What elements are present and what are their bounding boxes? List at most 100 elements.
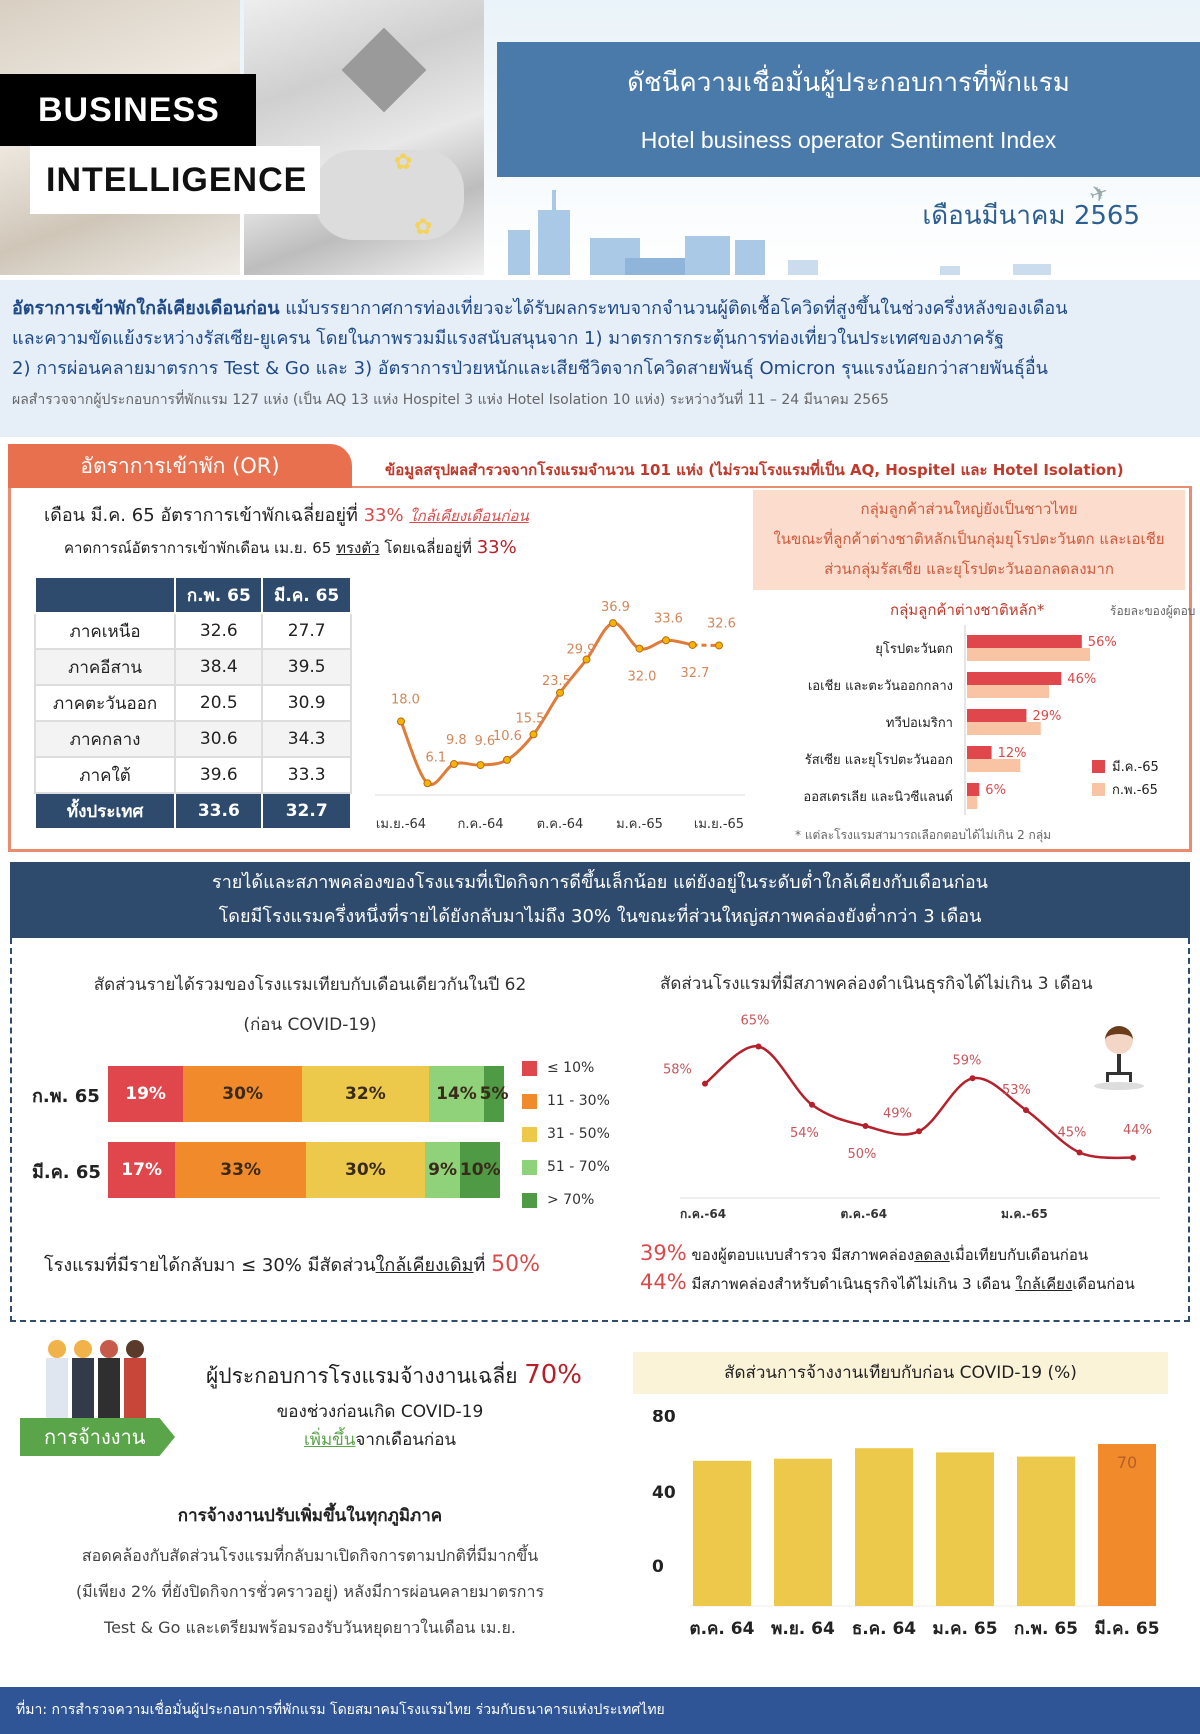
business-badge: BUSINESS [0,74,256,146]
table-row: ภาคใต้ 39.6 33.3 [33,756,352,794]
legend-item: 51 - 70% [522,1159,610,1175]
note-mid: ที่ [473,1255,492,1276]
stacked-bar-segment: 30% [305,1142,425,1198]
svg-text:6.1: 6.1 [426,750,447,765]
svg-text:46%: 46% [1067,672,1096,687]
svg-text:29%: 29% [1032,709,1061,724]
liquidity-chart-title: สัดส่วนโรงแรมที่มีสภาพคล่องดำเนินธุรกิจไ… [660,974,1093,994]
legend-label: > 70% [547,1192,595,1208]
forecast-mid: โดยเฉลี่ยอยู่ที่ [379,539,477,557]
legend-item: ≤ 10% [522,1060,594,1076]
note-underline: ใกล้เคียงเดิม [375,1255,474,1276]
svg-text:ก.พ. 65: ก.พ. 65 [1014,1619,1078,1639]
legend-swatch [522,1192,537,1208]
svg-text:6%: 6% [985,783,1006,798]
hotel-staff-illustration [44,1340,154,1425]
svg-text:ม.ค. 65: ม.ค. 65 [932,1619,997,1639]
stacked-bar-segment: 30% [183,1066,303,1122]
liquidity-note-1: 39% ของผู้ตอบแบบสำรวจ มีสภาพคล่องลดลงเมื… [640,1240,1135,1269]
svg-text:40: 40 [652,1483,676,1503]
summary-line-2: และความขัดแย้งระหว่างรัสเซีย-ยูเครน โดยใ… [12,328,1005,349]
employment-tag: การจ้างงาน [20,1418,175,1456]
table-header-row: ก.พ. 65 มี.ค. 65 [33,576,352,614]
table-cell: 39.5 [261,648,352,686]
svg-text:มี.ค.-65: มี.ค.-65 [1112,759,1159,775]
svg-text:59%: 59% [953,1053,982,1068]
svg-text:44%: 44% [1123,1123,1152,1138]
svg-text:เม.ย.-64: เม.ย.-64 [376,817,426,832]
svg-text:ทวีปอเมริกา: ทวีปอเมริกา [886,715,953,731]
foreign-chart-footnote: * แต่ละโรงแรมสามารถเลือกตอบได้ไม่เกิน 2 … [795,828,1052,842]
table-cell: 32.7 [261,792,352,830]
svg-text:ออสเตรเลีย และนิวซีแลนด์: ออสเตรเลีย และนิวซีแลนด์ [803,789,953,805]
svg-text:36.9: 36.9 [601,600,630,615]
svg-text:ก.พ.-65: ก.พ.-65 [1112,783,1158,798]
title-english: Hotel business operator Sentiment Index [640,127,1057,153]
note-text: ของผู้ตอบแบบสำรวจ มีสภาพคล่อง [686,1246,915,1264]
summary-panel: อัตราการเข้าพักใกล้เคียงเดือนก่อน แม้บรร… [0,280,1200,437]
svg-text:32.6: 32.6 [707,616,736,631]
svg-text:80: 80 [652,1410,676,1427]
table-cell: ทั้งประเทศ [33,792,177,830]
body-line: Test & Go และเตรียมพร้อมรองรับวันหยุดยาว… [104,1618,516,1637]
revenue-header: รายได้และสภาพคล่องของโรงแรมที่เปิดกิจการ… [10,862,1190,938]
stacked-bar-segment: 32% [302,1066,429,1122]
svg-text:ยุโรปตะวันตก: ยุโรปตะวันตก [875,641,953,657]
svg-text:70: 70 [1117,1453,1137,1472]
svg-text:9.8: 9.8 [446,733,467,748]
table-header [33,576,177,614]
svg-text:49%: 49% [883,1106,912,1121]
svg-text:10.6: 10.6 [493,729,522,744]
note-underline: ลดลง [914,1246,950,1264]
svg-text:56%: 56% [1088,635,1117,650]
headline-value: 70% [524,1360,582,1390]
stacked-bar-segment: 10% [460,1142,501,1198]
summary-line-1: อัตราการเข้าพักใกล้เคียงเดือนก่อน แม้บรร… [12,294,1188,324]
stacked-bar-segment: 19% [108,1066,184,1122]
revenue-header-line: รายได้และสภาพคล่องของโรงแรมที่เปิดกิจการ… [212,872,988,893]
revenue-header-line: โดยมีโรงแรมครึ่งหนึ่งที่รายได้ยังกลับมาไ… [218,906,982,927]
table-cell: ภาคอีสาน [33,648,177,686]
forecast-trend: ทรงตัว [336,539,380,557]
employment-chart-title: สัดส่วนการจ้างงานเทียบกับก่อน COVID-19 (… [633,1352,1168,1394]
svg-text:33.6: 33.6 [654,611,683,626]
svg-text:ต.ค.-64: ต.ค.-64 [537,817,584,832]
note-pct: 44% [640,1270,687,1294]
legend-swatch [522,1126,537,1142]
occupancy-subtitle: ข้อมูลสรุปผลสำรวจจากโรงแรมจำนวน 101 แห่ง… [385,461,1124,479]
table-cell: 34.3 [261,720,352,758]
legend-swatch [522,1060,537,1076]
stacked-bar-segment: 17% [108,1142,176,1198]
employment-body-title: การจ้างงานปรับเพิ่มขึ้นในทุกภูมิภาค [177,1506,443,1526]
svg-text:ก.ค.-64: ก.ค.-64 [457,817,503,832]
stacked-bar-segment: 9% [424,1142,461,1198]
legend-label: 11 - 30% [547,1093,610,1109]
report-month: เดือนมีนาคม 2565 [922,201,1140,231]
foreign-chart-title: กลุ่มลูกค้าต่างชาติหลัก* [890,601,1045,619]
legend-item: 11 - 30% [522,1093,610,1109]
svg-text:รัสเซีย และยุโรปตะวันออก: รัสเซีย และยุโรปตะวันออก [805,752,953,768]
table-row: ภาคกลาง 30.6 34.3 [33,720,352,758]
employment-subtext: ของช่วงก่อนเกิด COVID-19 เพิ่มขึ้นจากเดื… [180,1398,580,1454]
note-text: โรงแรมที่มีรายได้กลับมา ≤ 30% มีสัดส่วน [44,1255,376,1276]
worried-person-illustration [1090,1020,1150,1090]
svg-text:18.0: 18.0 [391,692,420,707]
svg-text:ก.ค.-64: ก.ค.-64 [680,1207,726,1220]
liquidity-notes: 39% ของผู้ตอบแบบสำรวจ มีสภาพคล่องลดลงเมื… [640,1240,1135,1298]
header-photo-towels: ✿ ✿ [244,0,484,275]
table-cell: 30.6 [174,720,264,758]
employment-bar-chart: 80 40 0 ต.ค. 64 พ.ย. 64 ธ.ค. 64 ม.ค. 65 ก.พ. 65… [652,1410,1160,1639]
table-row: ภาคตะวันออก 20.5 30.9 [33,684,352,722]
occupancy-section [8,486,1192,852]
svg-text:65%: 65% [741,1014,770,1029]
note-value: 50% [491,1252,541,1277]
note-text: มีสภาพคล่องสำหรับดำเนินธุรกิจได้ไม่เกิน … [686,1275,1016,1293]
legend-label: ≤ 10% [547,1060,595,1076]
revenue-chart-title: สัดส่วนรายได้รวมของโรงแรมเทียบกับเดือนเด… [40,965,580,1045]
stacked-bar-segment: 5% [480,1066,509,1122]
table-total-row: ทั้งประเทศ 33.6 32.7 [33,792,352,830]
title-banner: ดัชนีความเชื่อมั่นผู้ประกอบการที่พักแรม … [497,42,1200,177]
foreign-customer-bar-chart: ยุโรปตะวันตก 56% เอเชีย และตะวันออกกลาง 46%… [803,625,1159,815]
table-row: ภาคเหนือ 32.6 27.7 [33,612,352,650]
survey-note: ผลสำรวจจากผู้ประกอบการที่พักแรม 127 แห่ง… [12,392,889,408]
